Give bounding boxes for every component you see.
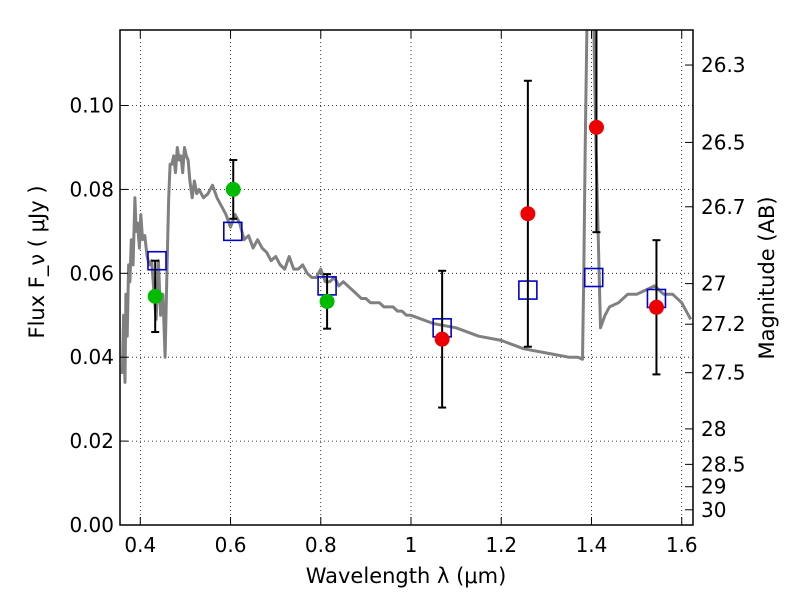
mag-tick-label: 30: [701, 498, 726, 522]
x-axis-title: Wavelength λ (μm): [306, 564, 507, 588]
observed-flux-point: [588, 119, 604, 135]
right-axis-title: Magnitude (AB): [755, 196, 779, 359]
observed-flux-point: [147, 288, 163, 304]
data-layer: [120, 30, 693, 409]
mag-tick-label: 26.7: [701, 195, 746, 219]
axis-ticks: [120, 30, 693, 526]
observed-flux-point: [520, 206, 536, 222]
x-tick-label: 1: [405, 533, 418, 557]
mag-tick-label: 26.3: [701, 53, 746, 77]
observed-flux-point: [319, 293, 335, 309]
observed-flux-point: [225, 181, 241, 197]
mag-tick-label: 29: [701, 475, 726, 499]
y-tick-label: 0.00: [69, 513, 114, 537]
model-flux-square: [583, 267, 604, 288]
x-tick-label: 0.8: [305, 533, 337, 557]
y-tick-label: 0.10: [69, 94, 114, 118]
model-flux-square: [147, 250, 167, 271]
plot-frame: [119, 29, 694, 526]
mag-tick-label: 27: [701, 272, 726, 296]
template-spectrum-line: [120, 30, 693, 384]
x-tick-label: 1.4: [576, 533, 608, 557]
y-tick-label: 0.04: [69, 345, 114, 369]
x-tick-label: 0.4: [124, 533, 156, 557]
x-tick-label: 1.6: [666, 533, 698, 557]
mag-tick-label: 28.5: [701, 452, 746, 476]
y-tick-label: 0.08: [69, 177, 114, 201]
tick-labels: 0.4 0.6 0.8 1 1.2 1.4 1.6 0.00 0.02 0.04 0.06 0.08 0…: [69, 53, 745, 557]
model-flux-square: [222, 221, 243, 242]
x-tick-label: 1.2: [485, 533, 517, 557]
y-tick-label: 0.06: [69, 261, 114, 285]
mag-tick-label: 27.2: [701, 312, 746, 336]
mag-tick-label: 28: [701, 417, 726, 441]
mag-tick-label: 26.5: [701, 130, 746, 154]
y-tick-label: 0.02: [69, 429, 114, 453]
x-tick-label: 0.6: [215, 533, 247, 557]
mag-tick-label: 27.5: [701, 361, 746, 385]
observed-flux-point: [648, 299, 664, 315]
observed-flux-point: [434, 331, 450, 347]
grid-lines: [120, 30, 693, 526]
y-axis-title: Flux F_ν ( μJy ): [25, 185, 50, 338]
